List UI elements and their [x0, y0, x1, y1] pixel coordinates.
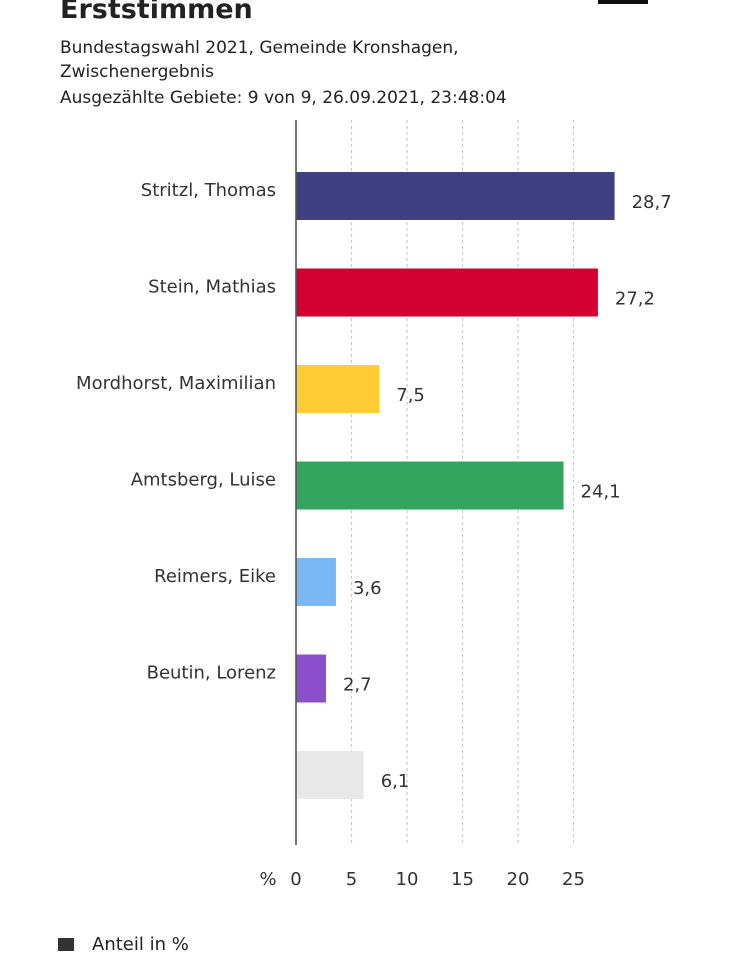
legend-label: Anteil in % — [92, 934, 189, 955]
legend: Anteil in % — [58, 934, 189, 955]
category-label: Reimers, Eike — [154, 566, 276, 587]
category-label: Stein, Mathias — [148, 277, 276, 298]
category-label: Beutin, Lorenz — [147, 663, 276, 684]
category-label: Amtsberg, Luise — [131, 470, 276, 491]
bar — [296, 461, 564, 510]
corner-decoration — [598, 0, 648, 4]
x-tick-label: 20 — [507, 869, 530, 890]
chart-subtitle-line1: Bundestagswahl 2021, Gemeinde Kronshagen… — [60, 38, 459, 58]
x-tick-label: 25 — [562, 869, 585, 890]
value-label: 24,1 — [581, 482, 621, 503]
value-label: 3,6 — [353, 578, 382, 599]
bar — [296, 558, 336, 606]
value-label: 6,1 — [381, 771, 410, 792]
bar — [296, 172, 615, 220]
value-label: 7,5 — [396, 385, 425, 406]
bar — [296, 268, 598, 317]
x-unit-label: % — [259, 869, 276, 890]
bar — [296, 654, 326, 703]
x-tick-label: 15 — [451, 869, 474, 890]
bar — [296, 365, 380, 413]
chart-subtitle-line2: Zwischenergebnis — [60, 62, 215, 82]
bar-chart: 0 5 10 15 20 25% Stritzl, Thomas 28,7 Stein, Mat… — [76, 120, 672, 890]
value-label: 2,7 — [343, 675, 372, 696]
category-label: Mordhorst, Maximilian — [76, 373, 276, 394]
category-label: Stritzl, Thomas — [141, 180, 276, 201]
x-tick-label: 10 — [396, 869, 419, 890]
bar — [296, 751, 364, 799]
value-label: 28,7 — [632, 192, 672, 213]
chart-subtitle-line3: Ausgezählte Gebiete: 9 von 9, 26.09.2021… — [60, 88, 507, 108]
x-tick-label: 0 — [290, 869, 301, 890]
chart-title: Erststimmen — [60, 0, 253, 25]
value-label: 27,2 — [615, 289, 655, 310]
x-tick-label: 5 — [346, 869, 357, 890]
legend-swatch — [58, 938, 74, 951]
